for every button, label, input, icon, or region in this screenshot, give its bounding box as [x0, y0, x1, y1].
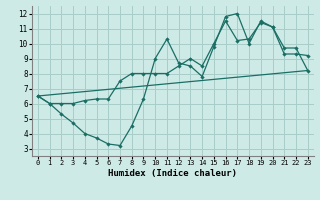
X-axis label: Humidex (Indice chaleur): Humidex (Indice chaleur) — [108, 169, 237, 178]
